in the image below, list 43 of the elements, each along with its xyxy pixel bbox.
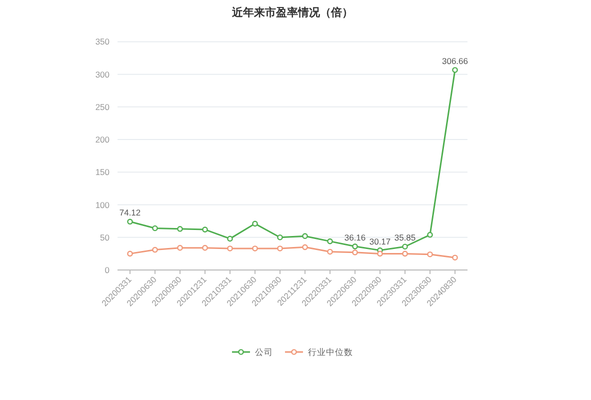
point [177,226,183,232]
y-tick-label: 50 [100,232,110,242]
point [152,225,158,232]
y-tick-label: 300 [95,69,110,80]
chart-title: 近年来市盈率情况（倍） [231,6,353,19]
point [452,254,458,261]
point [402,250,408,257]
y-tick-label: 150 [95,167,110,178]
data-label: 30.17 [369,236,391,246]
point [152,246,158,253]
legend-label: 行业中位数 [308,347,353,357]
point [402,244,408,250]
point [302,233,308,239]
y-tick-label: 350 [95,36,110,47]
data-label: 36.16 [344,232,366,242]
point [277,246,283,252]
point [202,226,208,232]
point [177,244,183,251]
y-tick-label: 0 [104,265,110,275]
data-label: 35.85 [394,232,416,243]
point [377,250,383,257]
point [327,238,333,244]
point [302,244,308,250]
point [277,234,283,240]
point [427,251,433,258]
point [252,220,258,227]
point [127,218,133,225]
point [202,244,208,251]
data-label: 74.12 [119,208,141,218]
y-tick-label: 200 [95,134,110,145]
point [352,244,358,250]
point [252,246,258,252]
data-label: 306.66 [442,56,468,66]
point [427,232,433,238]
y-tick-label: 100 [95,200,110,210]
point [352,249,358,256]
point [452,67,458,73]
point [227,246,233,252]
legend-label: 公司 [255,347,273,357]
point [127,250,133,257]
point [227,236,233,242]
y-tick-label: 250 [95,102,110,112]
point [327,248,333,255]
